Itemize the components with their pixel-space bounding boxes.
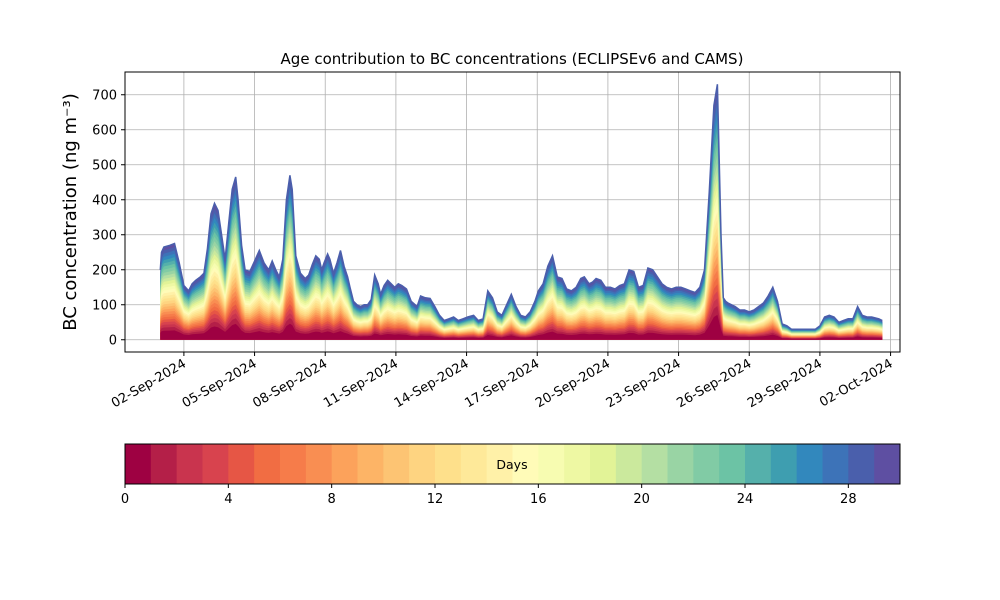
colorbar-cell <box>460 444 488 484</box>
colorbar-cell <box>383 444 410 484</box>
y-tick-label: 500 <box>92 158 117 173</box>
colorbar-cell <box>228 444 255 484</box>
y-tick-label: 400 <box>92 193 117 208</box>
colorbar-cell <box>745 444 772 484</box>
x-tick-label: 08-Sep-2024 <box>250 356 330 411</box>
y-tick-label: 300 <box>92 228 117 243</box>
colorbar-cell <box>305 444 333 484</box>
colorbar-cell <box>125 444 152 484</box>
plot-area: 0 100 200 300 400 500 600 700 02-Sep-202405-Sep… <box>92 71 901 411</box>
colorbar-tick-label: 24 <box>737 492 754 507</box>
colorbar-frame <box>124 443 901 485</box>
colorbar-cell <box>667 444 694 484</box>
y-axis-ticks: 0 100 200 300 400 500 600 700 <box>92 88 125 348</box>
colorbar-cell <box>486 444 513 484</box>
colorbar-cell <box>564 444 591 484</box>
colorbar-cell <box>615 444 643 484</box>
y-tick-label: 700 <box>92 88 117 103</box>
plot-frame <box>124 71 901 353</box>
colorbar-tick-label: 12 <box>427 492 444 507</box>
x-tick-label: 02-Sep-2024 <box>109 356 189 411</box>
colorbar-tick-label: 0 <box>121 492 129 507</box>
colorbar-cell <box>331 444 358 484</box>
colorbar-cell <box>280 444 307 484</box>
colorbar-tick-label: 16 <box>530 492 547 507</box>
colorbar-cell <box>641 444 668 484</box>
colorbar-cell <box>719 444 746 484</box>
colorbar-cell <box>409 444 436 484</box>
x-tick-label: 05-Sep-2024 <box>180 356 260 411</box>
x-tick-label: 14-Sep-2024 <box>392 356 472 411</box>
colorbar-cell <box>150 444 178 484</box>
colorbar-tick-label: 8 <box>328 492 336 507</box>
x-tick-label: 11-Sep-2024 <box>321 356 401 411</box>
age-band-day-0 <box>160 314 883 340</box>
x-axis-ticks: 02-Sep-202405-Sep-202408-Sep-202411-Sep-… <box>109 352 896 411</box>
colorbar-cell <box>254 444 281 484</box>
chart-title: Age contribution to BC concentrations (E… <box>281 50 744 68</box>
colorbar-cell <box>357 444 384 484</box>
x-tick-label: 02-Oct-2024 <box>817 356 895 410</box>
colorbar-tick-label: 28 <box>840 492 857 507</box>
colorbar: Days 0 4 8 12 16 20 24 28 <box>121 443 901 507</box>
colorbar-tick-label: 4 <box>224 492 232 507</box>
colorbar-cell <box>822 444 849 484</box>
y-axis-label: BC concentration (ng m⁻³) <box>60 93 81 331</box>
y-tick-label: 200 <box>92 263 117 278</box>
y-tick-label: 0 <box>109 333 117 348</box>
colorbar-label: Days <box>496 457 527 472</box>
colorbar-cell <box>538 444 565 484</box>
colorbar-cell <box>693 444 720 484</box>
x-tick-label: 17-Sep-2024 <box>462 356 542 411</box>
colorbar-tick-label: 20 <box>633 492 650 507</box>
colorbar-cell <box>512 444 539 484</box>
colorbar-cell <box>176 444 203 484</box>
colorbar-cell <box>435 444 462 484</box>
colorbar-ticks: 0 4 8 12 16 20 24 28 <box>121 484 857 507</box>
y-tick-label: 600 <box>92 123 117 138</box>
x-tick-label: 29-Sep-2024 <box>745 356 825 411</box>
colorbar-cell <box>202 444 229 484</box>
colorbar-cell <box>796 444 823 484</box>
x-tick-label: 20-Sep-2024 <box>533 356 613 411</box>
colorbar-cell <box>770 444 798 484</box>
age-bands <box>160 84 883 340</box>
colorbar-cell <box>590 444 617 484</box>
y-tick-label: 100 <box>92 298 117 313</box>
total-bc-line <box>159 84 883 331</box>
x-tick-label: 23-Sep-2024 <box>604 356 684 411</box>
x-tick-label: 26-Sep-2024 <box>674 356 754 411</box>
colorbar-cells <box>125 444 901 484</box>
colorbar-cell <box>848 444 875 484</box>
colorbar-cell <box>874 444 901 484</box>
